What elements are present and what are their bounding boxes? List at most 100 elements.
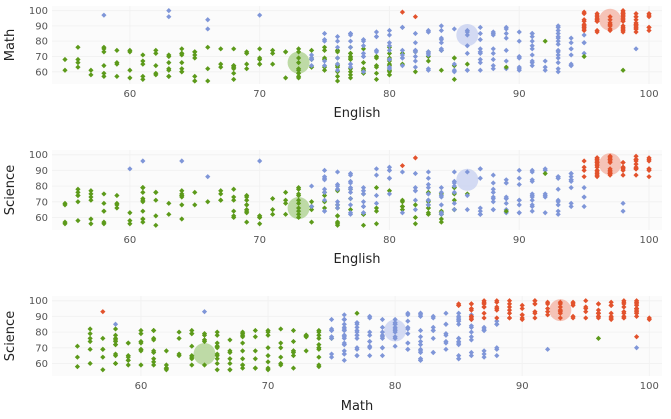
data-point — [321, 177, 328, 183]
data-point — [503, 194, 509, 200]
data-point — [341, 351, 347, 357]
data-point — [347, 189, 354, 195]
data-point — [140, 208, 146, 214]
data-point — [176, 329, 182, 335]
data-point — [316, 346, 322, 352]
data-point — [516, 202, 522, 208]
data-point — [477, 46, 483, 52]
data-point — [494, 299, 500, 305]
data-point — [321, 189, 328, 195]
data-point — [490, 56, 496, 63]
data-point — [166, 73, 172, 79]
data-point — [360, 46, 367, 52]
data-point — [334, 38, 341, 44]
data-point — [595, 313, 602, 319]
data-point — [386, 188, 393, 194]
data-point — [153, 222, 159, 228]
data-point — [456, 335, 462, 341]
data-point — [179, 66, 185, 72]
data-point — [620, 200, 626, 206]
data-point — [519, 305, 525, 312]
data-point — [334, 33, 341, 40]
data-point — [341, 327, 347, 334]
data-point — [477, 59, 483, 66]
data-point — [189, 362, 195, 368]
data-point — [347, 72, 354, 78]
data-point — [468, 324, 474, 330]
data-point — [532, 315, 538, 321]
data-point — [451, 61, 457, 67]
data-point — [295, 55, 302, 61]
data-point — [316, 354, 322, 360]
data-point — [316, 335, 322, 341]
data-point — [112, 337, 119, 343]
data-point — [347, 75, 354, 81]
data-point — [328, 335, 335, 341]
data-point — [347, 56, 354, 63]
data-point — [506, 315, 513, 321]
data-point — [594, 159, 600, 166]
data-point — [283, 49, 289, 55]
y-axis-title: Science — [3, 311, 18, 361]
data-point — [328, 351, 335, 357]
data-point — [163, 365, 169, 371]
data-point — [379, 353, 386, 359]
data-point — [568, 203, 574, 210]
data-point — [542, 67, 548, 73]
data-point — [166, 200, 172, 206]
data-point — [633, 14, 639, 20]
data-point — [503, 180, 509, 186]
data-point — [373, 70, 380, 76]
data-point — [581, 53, 587, 60]
data-point — [529, 208, 535, 214]
data-point — [166, 52, 172, 58]
data-point — [153, 47, 159, 53]
data-point — [568, 63, 574, 69]
data-point — [555, 30, 561, 37]
data-point — [595, 310, 602, 316]
data-point — [373, 29, 380, 35]
data-point — [151, 349, 157, 356]
data-point — [140, 73, 146, 79]
data-point — [506, 301, 513, 307]
data-point — [386, 175, 393, 181]
data-point — [347, 61, 354, 67]
data-point — [373, 221, 380, 227]
data-point — [265, 365, 271, 371]
data-point — [557, 299, 563, 305]
data-point — [166, 66, 172, 72]
data-point — [464, 50, 470, 57]
data-point — [290, 348, 297, 354]
data-point — [192, 55, 198, 61]
data-point — [341, 332, 347, 338]
data-point — [545, 305, 551, 312]
data-point — [607, 20, 613, 26]
data-point — [555, 41, 561, 47]
data-point — [633, 334, 640, 340]
data-point — [451, 183, 457, 189]
data-point — [412, 197, 419, 203]
data-point — [519, 312, 525, 318]
data-point — [88, 216, 94, 222]
data-point — [412, 53, 419, 60]
data-point — [494, 353, 500, 359]
data-point — [257, 61, 263, 67]
data-point — [218, 197, 224, 203]
data-point — [468, 334, 474, 340]
data-point — [100, 367, 106, 373]
y-tick-label: 70 — [35, 197, 48, 208]
data-point — [227, 360, 233, 367]
data-point — [240, 334, 246, 340]
data-point — [334, 202, 341, 208]
data-point — [503, 200, 509, 206]
data-point — [581, 17, 587, 23]
data-point — [166, 14, 172, 20]
data-point — [494, 321, 500, 327]
data-point — [392, 327, 398, 334]
data-point — [138, 346, 144, 352]
data-points — [62, 153, 652, 228]
data-point — [425, 52, 431, 58]
data-point — [127, 166, 133, 172]
data-point — [490, 189, 496, 195]
data-point — [316, 332, 322, 338]
